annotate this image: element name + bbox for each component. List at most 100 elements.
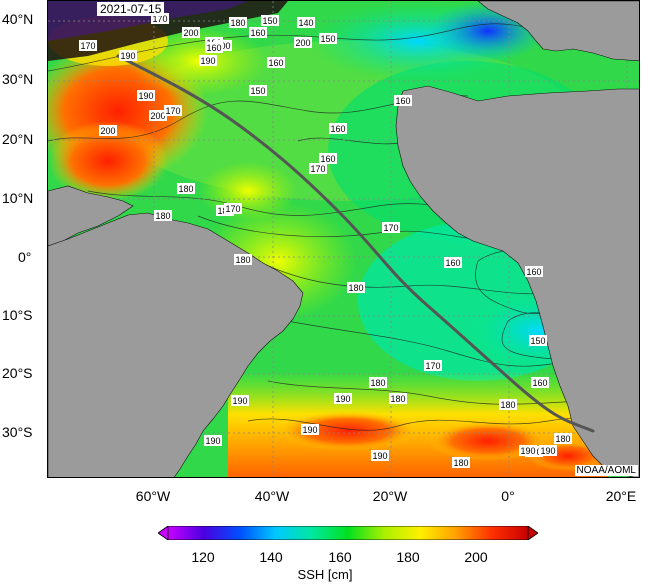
ssh-map-canvas: 1701802001901702001601501402001901901501…	[48, 1, 639, 477]
lon-tick: 60°W	[135, 488, 171, 504]
contour-label: 150	[261, 15, 279, 26]
svg-text:190: 190	[520, 446, 535, 456]
contour-label: 180	[452, 457, 470, 468]
contour-label: 190	[301, 424, 319, 435]
ship-track	[116, 54, 595, 433]
svg-text:180: 180	[500, 400, 515, 410]
lat-tick: 20°N	[2, 131, 34, 147]
field-patch	[48, 121, 168, 201]
field-patch	[428, 421, 548, 461]
contour-label: 200	[99, 125, 117, 136]
field-patch	[198, 161, 298, 221]
svg-text:190: 190	[302, 425, 317, 435]
colorbar-tick: 160	[328, 549, 352, 565]
contour-label: 170	[424, 360, 442, 371]
colorbar-tick: 120	[191, 549, 215, 565]
contour-label: 140	[297, 17, 315, 28]
field-patch	[278, 411, 418, 451]
credit-label: NOAA/AOML	[574, 465, 638, 476]
contour-label: 180	[154, 210, 172, 221]
contour-label: 150	[529, 335, 547, 346]
contour-label: 160	[205, 42, 223, 53]
svg-text:140: 140	[298, 18, 313, 28]
svg-text:180: 180	[453, 458, 468, 468]
contour-label: 180	[389, 393, 407, 404]
contour-label: 160	[319, 153, 337, 164]
graticule	[48, 1, 639, 477]
svg-text:160: 160	[532, 378, 547, 388]
svg-text:180: 180	[555, 434, 570, 444]
contour-label: 170	[151, 13, 169, 24]
svg-text:160: 160	[445, 258, 460, 268]
contour-label: 160	[444, 257, 462, 268]
svg-text:160: 160	[526, 267, 541, 277]
svg-text:170: 170	[152, 14, 167, 24]
contour-label: 190	[539, 445, 557, 456]
lat-tick: 30°N	[2, 71, 34, 87]
contour-label: 200	[182, 27, 200, 38]
contour-label: 150	[249, 85, 267, 96]
contour-label: 190	[334, 393, 352, 404]
lat-tick: 0°	[18, 249, 32, 265]
contour-label: 200	[294, 37, 312, 48]
contour-label: 170	[224, 203, 242, 214]
svg-text:200: 200	[100, 126, 115, 136]
svg-text:180: 180	[348, 283, 363, 293]
svg-text:190: 190	[232, 396, 247, 406]
svg-text:150: 150	[250, 86, 265, 96]
svg-text:190: 190	[200, 56, 215, 66]
svg-text:170: 170	[80, 41, 95, 51]
svg-text:180: 180	[235, 255, 250, 265]
contour-label: 170	[382, 222, 400, 233]
colorbar-label: SSH [cm]	[297, 567, 353, 582]
contour-label: 180	[229, 17, 247, 28]
svg-text:160: 160	[268, 58, 283, 68]
contour-label: 160	[267, 57, 285, 68]
svg-text:180: 180	[370, 378, 385, 388]
svg-text:190: 190	[205, 436, 220, 446]
contour-label: 200	[149, 110, 167, 121]
svg-text:180: 180	[390, 394, 405, 404]
land	[48, 1, 639, 477]
contour-label: 170	[164, 105, 182, 116]
colorbar-tick: 140	[259, 549, 283, 565]
contour-label-layer: 1701802001901702001601501402001901901501…	[79, 13, 572, 468]
contour-label: 190	[199, 55, 217, 66]
lat-tick: 10°N	[2, 190, 34, 206]
lon-tick: 20°E	[605, 488, 637, 504]
colorbar	[158, 526, 538, 540]
svg-text:180: 180	[155, 211, 170, 221]
lon-tick: 40°W	[254, 488, 290, 504]
lon-tick: 0°	[501, 488, 515, 504]
svg-text:160: 160	[250, 28, 265, 38]
contour-label: 180	[347, 282, 365, 293]
colorbar-high-arrow	[527, 526, 538, 540]
contour-label: 190	[137, 90, 155, 101]
svg-text:160: 160	[206, 43, 221, 53]
contour-label: 160	[329, 123, 347, 134]
svg-text:200: 200	[150, 111, 165, 121]
contour-label: 150	[319, 33, 337, 44]
contour-label: 190	[371, 450, 389, 461]
svg-text:180: 180	[230, 18, 245, 28]
contour-label: 180	[177, 183, 195, 194]
colorbar-low-arrow	[158, 526, 169, 540]
svg-text:160: 160	[330, 124, 345, 134]
contour-label: 190	[231, 395, 249, 406]
lat-tick: 20°S	[2, 365, 33, 381]
contour-label: 180	[234, 254, 252, 265]
svg-text:150: 150	[262, 16, 277, 26]
svg-text:190: 190	[138, 91, 153, 101]
svg-text:190: 190	[335, 394, 350, 404]
svg-text:200: 200	[183, 28, 198, 38]
lon-tick: 20°W	[372, 488, 408, 504]
contour-label: 170	[79, 40, 97, 51]
svg-text:170: 170	[383, 223, 398, 233]
svg-text:160: 160	[395, 96, 410, 106]
contour-label: 190	[519, 445, 537, 456]
lat-tick: 10°S	[2, 307, 33, 323]
contour-label: 160	[249, 27, 267, 38]
colorbar-tick: 180	[396, 549, 420, 565]
svg-text:170: 170	[225, 204, 240, 214]
contour-label: 170	[309, 163, 327, 174]
